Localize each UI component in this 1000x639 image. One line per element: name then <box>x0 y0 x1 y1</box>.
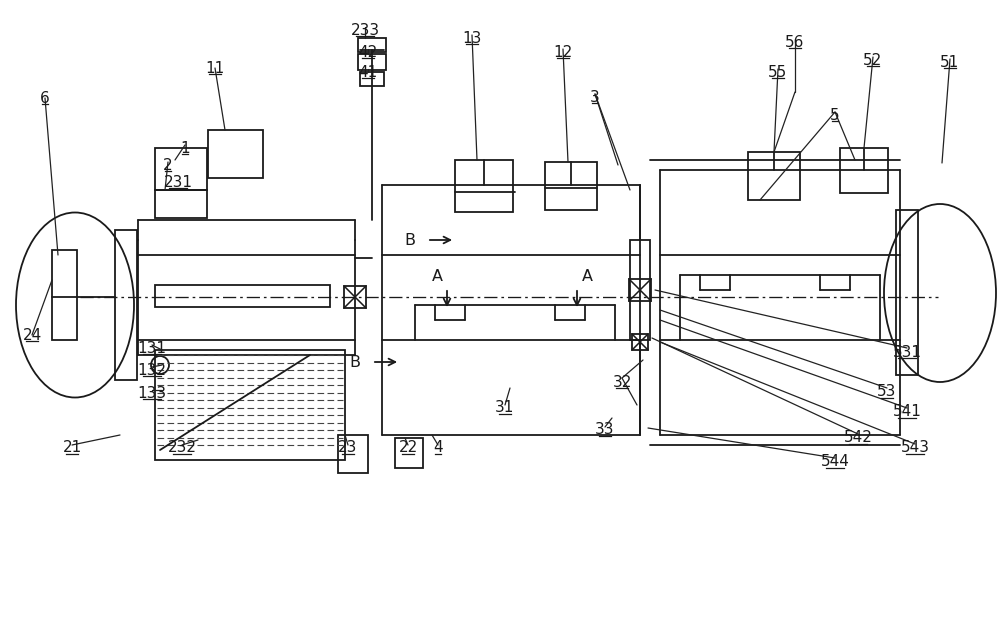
Text: 3: 3 <box>590 89 600 105</box>
Text: 51: 51 <box>940 54 960 70</box>
Bar <box>115 230 137 380</box>
Bar <box>155 285 330 307</box>
Bar <box>52 250 77 340</box>
Text: 41: 41 <box>358 65 378 79</box>
Text: B: B <box>404 233 415 247</box>
Text: 12: 12 <box>553 45 573 59</box>
Bar <box>896 210 918 375</box>
Text: 6: 6 <box>40 91 50 105</box>
Text: 132: 132 <box>138 362 167 378</box>
Text: 5: 5 <box>830 107 840 123</box>
Text: 23: 23 <box>338 440 358 456</box>
Text: 2: 2 <box>163 157 173 173</box>
Bar <box>344 286 366 308</box>
Text: 541: 541 <box>893 404 921 419</box>
Bar <box>545 162 597 210</box>
Text: 11: 11 <box>205 61 225 75</box>
Text: 542: 542 <box>844 431 872 445</box>
Text: 24: 24 <box>22 328 42 343</box>
Text: 131: 131 <box>138 341 167 355</box>
Bar <box>338 435 368 473</box>
Bar <box>395 438 423 468</box>
Bar <box>632 334 648 350</box>
Text: 1: 1 <box>180 141 190 155</box>
Bar <box>630 240 650 340</box>
Bar <box>360 72 384 86</box>
Bar <box>358 54 386 70</box>
Text: 31: 31 <box>495 401 515 415</box>
Text: 543: 543 <box>900 440 929 456</box>
Bar <box>840 148 888 193</box>
Bar <box>155 148 207 190</box>
Text: 33: 33 <box>595 422 615 438</box>
Text: 21: 21 <box>62 440 82 456</box>
Text: 133: 133 <box>137 385 167 401</box>
Text: 232: 232 <box>168 440 197 456</box>
Text: 231: 231 <box>164 174 193 190</box>
Bar <box>155 350 345 460</box>
Text: A: A <box>432 269 442 284</box>
Bar <box>629 279 651 301</box>
Bar <box>748 152 800 200</box>
Text: 4: 4 <box>433 440 443 456</box>
Text: 22: 22 <box>398 440 418 456</box>
Text: 53: 53 <box>877 385 897 399</box>
Text: 13: 13 <box>462 31 482 45</box>
Text: 544: 544 <box>821 454 849 470</box>
Text: 52: 52 <box>863 52 883 68</box>
Bar <box>208 130 263 178</box>
Text: 32: 32 <box>612 374 632 390</box>
Bar <box>155 190 207 218</box>
Text: 42: 42 <box>358 45 378 59</box>
Bar <box>358 38 386 52</box>
Text: B: B <box>349 355 360 369</box>
Text: 233: 233 <box>350 22 380 38</box>
Text: A: A <box>582 269 592 284</box>
Text: 56: 56 <box>785 35 805 49</box>
Bar <box>455 160 513 212</box>
Text: 55: 55 <box>768 65 788 79</box>
Text: 531: 531 <box>892 344 921 360</box>
